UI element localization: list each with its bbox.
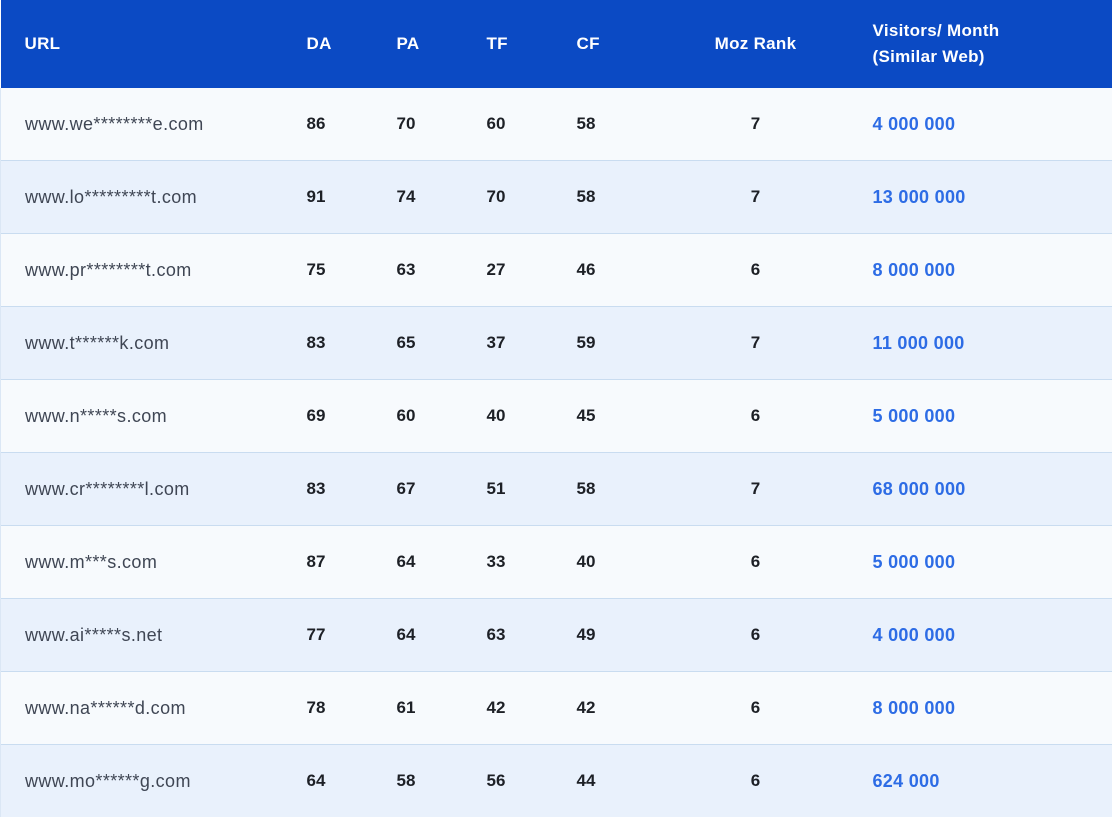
table-row: www.ai*****s.net 77 64 63 49 6 4 000 000 bbox=[1, 599, 1112, 672]
da-cell: 75 bbox=[287, 234, 377, 307]
visitors-cell: 4 000 000 bbox=[851, 599, 1112, 672]
da-cell: 78 bbox=[287, 672, 377, 745]
moz-rank-cell: 6 bbox=[661, 599, 851, 672]
table-row: www.pr********t.com 75 63 27 46 6 8 000 … bbox=[1, 234, 1112, 307]
tf-cell: 51 bbox=[467, 453, 557, 526]
moz-rank-cell: 7 bbox=[661, 307, 851, 380]
header-visitors-line2: (Similar Web) bbox=[873, 44, 1112, 70]
pa-cell: 64 bbox=[377, 599, 467, 672]
tf-cell: 37 bbox=[467, 307, 557, 380]
visitors-cell: 68 000 000 bbox=[851, 453, 1112, 526]
da-cell: 87 bbox=[287, 526, 377, 599]
table-row: www.lo*********t.com 91 74 70 58 7 13 00… bbox=[1, 161, 1112, 234]
header-pa: PA bbox=[377, 0, 467, 88]
pa-cell: 65 bbox=[377, 307, 467, 380]
moz-rank-cell: 7 bbox=[661, 161, 851, 234]
tf-cell: 42 bbox=[467, 672, 557, 745]
url-cell: www.t******k.com bbox=[1, 307, 287, 380]
moz-rank-cell: 6 bbox=[661, 380, 851, 453]
moz-rank-cell: 7 bbox=[661, 88, 851, 161]
pa-cell: 70 bbox=[377, 88, 467, 161]
moz-rank-cell: 6 bbox=[661, 526, 851, 599]
table-row: www.t******k.com 83 65 37 59 7 11 000 00… bbox=[1, 307, 1112, 380]
moz-rank-cell: 6 bbox=[661, 234, 851, 307]
url-cell: www.na******d.com bbox=[1, 672, 287, 745]
visitors-cell: 5 000 000 bbox=[851, 380, 1112, 453]
header-cf: CF bbox=[557, 0, 661, 88]
table-body: www.we********e.com 86 70 60 58 7 4 000 … bbox=[1, 88, 1112, 817]
da-cell: 86 bbox=[287, 88, 377, 161]
pa-cell: 64 bbox=[377, 526, 467, 599]
tf-cell: 56 bbox=[467, 745, 557, 817]
pa-cell: 60 bbox=[377, 380, 467, 453]
cf-cell: 58 bbox=[557, 88, 661, 161]
cf-cell: 42 bbox=[557, 672, 661, 745]
moz-rank-cell: 6 bbox=[661, 745, 851, 817]
url-cell: www.cr********l.com bbox=[1, 453, 287, 526]
visitors-cell: 4 000 000 bbox=[851, 88, 1112, 161]
visitors-cell: 11 000 000 bbox=[851, 307, 1112, 380]
url-cell: www.ai*****s.net bbox=[1, 599, 287, 672]
moz-rank-cell: 7 bbox=[661, 453, 851, 526]
header-moz-rank: Moz Rank bbox=[661, 0, 851, 88]
da-cell: 77 bbox=[287, 599, 377, 672]
da-cell: 69 bbox=[287, 380, 377, 453]
tf-cell: 27 bbox=[467, 234, 557, 307]
pa-cell: 63 bbox=[377, 234, 467, 307]
header-visitors-line1: Visitors/ Month bbox=[873, 18, 1112, 44]
url-cell: www.n*****s.com bbox=[1, 380, 287, 453]
tf-cell: 70 bbox=[467, 161, 557, 234]
cf-cell: 58 bbox=[557, 453, 661, 526]
cf-cell: 58 bbox=[557, 161, 661, 234]
url-cell: www.mo******g.com bbox=[1, 745, 287, 817]
cf-cell: 46 bbox=[557, 234, 661, 307]
da-cell: 83 bbox=[287, 453, 377, 526]
visitors-cell: 5 000 000 bbox=[851, 526, 1112, 599]
header-tf: TF bbox=[467, 0, 557, 88]
visitors-cell: 8 000 000 bbox=[851, 234, 1112, 307]
visitors-cell: 13 000 000 bbox=[851, 161, 1112, 234]
table-row: www.mo******g.com 64 58 56 44 6 624 000 bbox=[1, 745, 1112, 817]
url-cell: www.we********e.com bbox=[1, 88, 287, 161]
visitors-cell: 624 000 bbox=[851, 745, 1112, 817]
tf-cell: 60 bbox=[467, 88, 557, 161]
pa-cell: 58 bbox=[377, 745, 467, 817]
moz-rank-cell: 6 bbox=[661, 672, 851, 745]
cf-cell: 40 bbox=[557, 526, 661, 599]
table-header: URL DA PA TF CF Moz Rank Visitors/ Month… bbox=[1, 0, 1112, 88]
url-cell: www.m***s.com bbox=[1, 526, 287, 599]
url-cell: www.lo*********t.com bbox=[1, 161, 287, 234]
cf-cell: 44 bbox=[557, 745, 661, 817]
pa-cell: 67 bbox=[377, 453, 467, 526]
header-row: URL DA PA TF CF Moz Rank Visitors/ Month… bbox=[1, 0, 1112, 88]
cf-cell: 49 bbox=[557, 599, 661, 672]
pa-cell: 74 bbox=[377, 161, 467, 234]
url-cell: www.pr********t.com bbox=[1, 234, 287, 307]
tf-cell: 33 bbox=[467, 526, 557, 599]
da-cell: 64 bbox=[287, 745, 377, 817]
table-row: www.m***s.com 87 64 33 40 6 5 000 000 bbox=[1, 526, 1112, 599]
cf-cell: 59 bbox=[557, 307, 661, 380]
table-row: www.n*****s.com 69 60 40 45 6 5 000 000 bbox=[1, 380, 1112, 453]
cf-cell: 45 bbox=[557, 380, 661, 453]
tf-cell: 40 bbox=[467, 380, 557, 453]
table-row: www.cr********l.com 83 67 51 58 7 68 000… bbox=[1, 453, 1112, 526]
pa-cell: 61 bbox=[377, 672, 467, 745]
tf-cell: 63 bbox=[467, 599, 557, 672]
da-cell: 91 bbox=[287, 161, 377, 234]
header-da: DA bbox=[287, 0, 377, 88]
table-row: www.we********e.com 86 70 60 58 7 4 000 … bbox=[1, 88, 1112, 161]
table-row: www.na******d.com 78 61 42 42 6 8 000 00… bbox=[1, 672, 1112, 745]
da-cell: 83 bbox=[287, 307, 377, 380]
header-url: URL bbox=[1, 0, 287, 88]
header-visitors: Visitors/ Month (Similar Web) bbox=[851, 0, 1112, 88]
visitors-cell: 8 000 000 bbox=[851, 672, 1112, 745]
